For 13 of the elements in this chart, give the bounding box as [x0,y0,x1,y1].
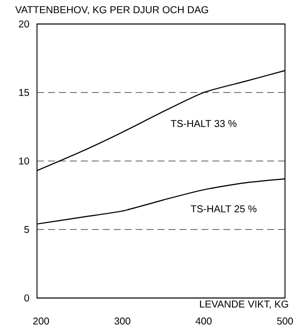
x-tick-label: 400 [196,318,212,325]
y-tick-label: 15 [19,89,30,96]
y-tick-label: 0 [24,294,30,302]
y-tick-label: 10 [19,157,30,165]
x-tick-label: 200 [33,318,49,325]
y-axis-title: VATTENBEHOV, KG PER DJUR OCH DAG [15,6,208,14]
x-axis-title: LEVANDE VIKT, KG [200,300,288,309]
series-label: TS-HALT 25 % [190,205,256,212]
x-tick-label: 500 [277,318,293,325]
y-tick-label: 5 [24,226,30,233]
series-label: TS-HALT 33 % [170,120,236,128]
x-tick-label: 300 [114,318,130,325]
y-tick-label: 20 [18,20,30,28]
